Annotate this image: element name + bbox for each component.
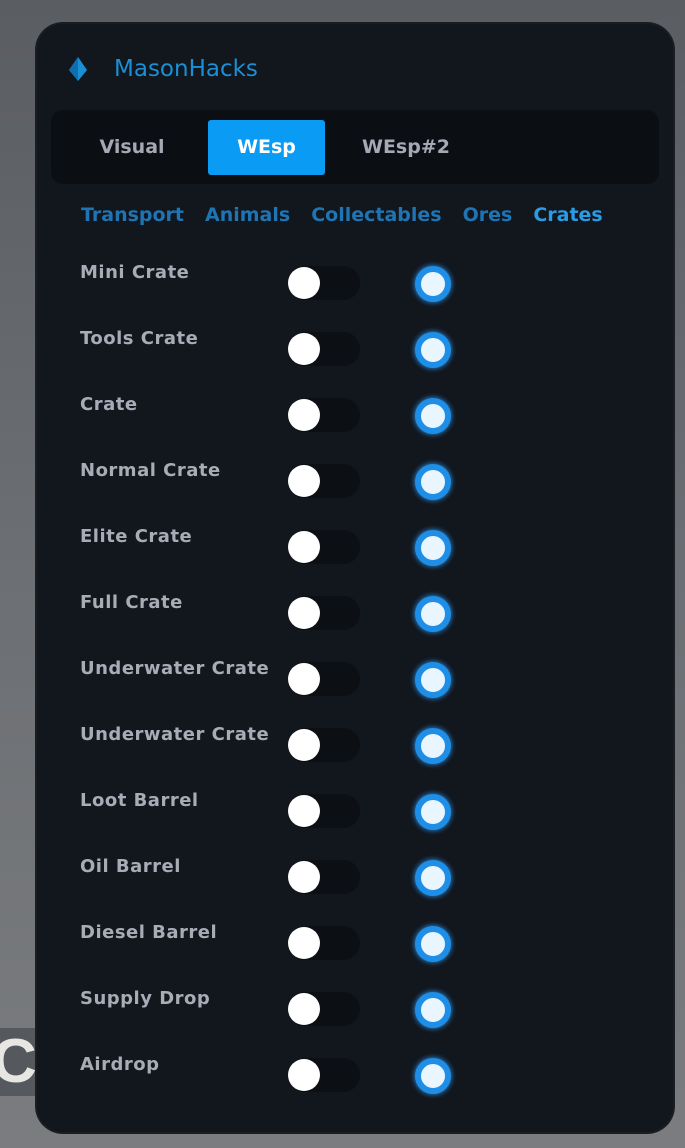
enable-toggle[interactable] — [288, 332, 360, 366]
toggle-knob — [288, 861, 320, 893]
enable-toggle[interactable] — [288, 662, 360, 696]
enable-toggle[interactable] — [288, 728, 360, 762]
color-radio[interactable] — [415, 464, 451, 500]
toggle-knob — [288, 1059, 320, 1091]
item-label: Oil Barrel — [80, 856, 181, 877]
item-label: Crate — [80, 394, 138, 415]
color-radio[interactable] — [415, 1058, 451, 1094]
toggle-knob — [288, 927, 320, 959]
item-label: Mini Crate — [80, 262, 190, 283]
color-radio[interactable] — [415, 332, 451, 368]
enable-toggle[interactable] — [288, 860, 360, 894]
enable-toggle[interactable] — [288, 992, 360, 1026]
color-radio[interactable] — [415, 530, 451, 566]
toggle-knob — [288, 399, 320, 431]
color-radio[interactable] — [415, 596, 451, 632]
tab-visual[interactable]: Visual — [99, 136, 165, 158]
subtab-crates[interactable]: Crates — [533, 204, 603, 226]
toggle-knob — [288, 795, 320, 827]
color-radio[interactable] — [415, 992, 451, 1028]
list-item: Crate — [37, 394, 673, 466]
enable-toggle[interactable] — [288, 926, 360, 960]
toggle-knob — [288, 729, 320, 761]
subtab-ores[interactable]: Ores — [462, 204, 513, 226]
enable-toggle[interactable] — [288, 398, 360, 432]
list-item: Diesel Barrel — [37, 922, 673, 994]
toggle-knob — [288, 267, 320, 299]
list-item: Elite Crate — [37, 526, 673, 598]
list-item: Normal Crate — [37, 460, 673, 532]
toggle-knob — [288, 465, 320, 497]
list-item: Mini Crate — [37, 262, 673, 334]
color-radio[interactable] — [415, 662, 451, 698]
tab-wesp[interactable]: WEsp — [208, 120, 325, 175]
toggle-knob — [288, 663, 320, 695]
color-radio[interactable] — [415, 728, 451, 764]
item-label: Tools Crate — [80, 328, 199, 349]
toggle-knob — [288, 531, 320, 563]
list-item: Full Crate — [37, 592, 673, 664]
item-label: Elite Crate — [80, 526, 193, 547]
menu-panel: MasonHacks Visual WEsp WEsp#2 Transport … — [37, 24, 673, 1132]
enable-toggle[interactable] — [288, 530, 360, 564]
list-item: Oil Barrel — [37, 856, 673, 928]
enable-toggle[interactable] — [288, 1058, 360, 1092]
diamond-logo-icon — [69, 57, 87, 81]
item-label: Full Crate — [80, 592, 183, 613]
list-item: Underwater Crate — [37, 724, 673, 796]
color-radio[interactable] — [415, 266, 451, 302]
item-label: Diesel Barrel — [80, 922, 218, 943]
enable-toggle[interactable] — [288, 794, 360, 828]
subtab-animals[interactable]: Animals — [205, 204, 291, 226]
item-label: Airdrop — [80, 1054, 160, 1075]
item-label: Underwater Crate — [80, 658, 270, 679]
list-item: Loot Barrel — [37, 790, 673, 862]
item-label: Loot Barrel — [80, 790, 199, 811]
enable-toggle[interactable] — [288, 464, 360, 498]
list-item: Underwater Crate — [37, 658, 673, 730]
list-item: Supply Drop — [37, 988, 673, 1060]
app-title: MasonHacks — [114, 56, 258, 82]
item-label: Normal Crate — [80, 460, 221, 481]
list-item: Tools Crate — [37, 328, 673, 400]
item-label: Supply Drop — [80, 988, 211, 1009]
tab-bar: Visual WEsp WEsp#2 — [51, 110, 659, 184]
color-radio[interactable] — [415, 860, 451, 896]
toggle-knob — [288, 597, 320, 629]
enable-toggle[interactable] — [288, 596, 360, 630]
list-item: Airdrop — [37, 1054, 673, 1126]
subtab-transport[interactable]: Transport — [81, 204, 185, 226]
color-radio[interactable] — [415, 794, 451, 830]
color-radio[interactable] — [415, 398, 451, 434]
toggle-knob — [288, 333, 320, 365]
tab-wesp2[interactable]: WEsp#2 — [362, 136, 450, 158]
color-radio[interactable] — [415, 926, 451, 962]
item-label: Underwater Crate — [80, 724, 270, 745]
subtab-collectables[interactable]: Collectables — [311, 204, 442, 226]
toggle-knob — [288, 993, 320, 1025]
enable-toggle[interactable] — [288, 266, 360, 300]
category-tabs: Transport Animals Collectables Ores Crat… — [81, 204, 603, 226]
